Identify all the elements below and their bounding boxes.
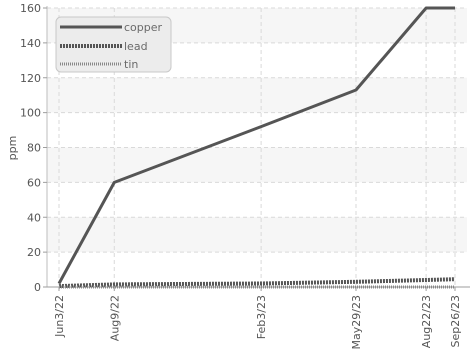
- series-line-copper: [57, 6, 455, 285]
- x-tick-label: May29/23: [350, 295, 363, 349]
- y-tick-label: 60: [27, 176, 41, 189]
- legend-label-copper: copper: [124, 21, 163, 34]
- y-tick-labels: 0 20 40 60 80 100 120 140 160: [20, 2, 41, 294]
- grid-lines: [47, 7, 467, 287]
- y-axis-label: ppm: [6, 136, 19, 161]
- series-line-lead: [58, 277, 456, 289]
- x-tick-labels: Jun3/22 Aug9/22 Feb3/23 May29/23 Aug22/23 Sep…: [53, 295, 462, 349]
- y-tick-label: 40: [27, 211, 41, 224]
- series-lines: [57, 6, 456, 289]
- x-tick-label: Jun3/22: [53, 295, 66, 338]
- legend-label-lead: lead: [124, 40, 148, 53]
- y-tick-label: 140: [20, 37, 41, 50]
- y-tick-label: 120: [20, 72, 41, 85]
- y-tick-label: 0: [34, 281, 41, 294]
- y-tick-label: 20: [27, 246, 41, 259]
- y-tick-label: 80: [27, 142, 41, 155]
- legend: copper lead tin: [55, 16, 172, 73]
- x-tick-label: Aug9/22: [108, 295, 121, 341]
- plot-band: [47, 77, 467, 113]
- plot-band: [47, 147, 467, 183]
- plot-band: [47, 217, 467, 253]
- x-tick-label: Feb3/23: [255, 295, 268, 339]
- y-tick-label: 160: [20, 2, 41, 15]
- x-tick-label: Sep26/23: [449, 295, 462, 347]
- legend-label-tin: tin: [124, 58, 138, 71]
- x-tick-label: Aug22/23: [420, 295, 433, 348]
- y-tick-label: 100: [20, 107, 41, 120]
- legend-box: [55, 16, 172, 73]
